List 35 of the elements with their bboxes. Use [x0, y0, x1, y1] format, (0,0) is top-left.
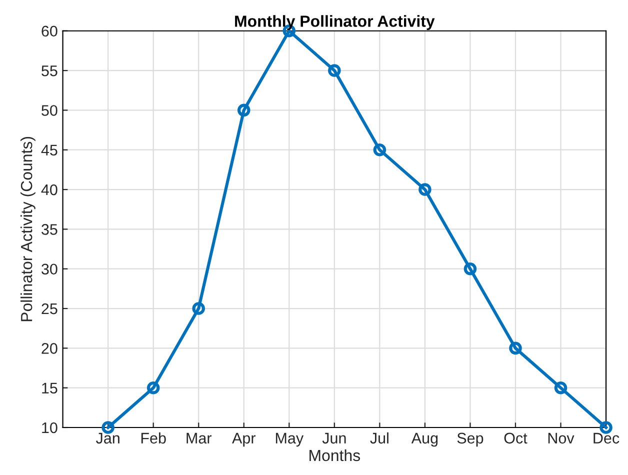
x-tick-label: Aug [411, 432, 438, 447]
y-tick-label: 40 [41, 184, 58, 196]
point [192, 302, 205, 315]
chart-title: Monthly Pollinator Activity [235, 15, 435, 30]
x-tick-label: Jun [322, 432, 346, 444]
point [237, 104, 250, 117]
x-tick-label: Jul [370, 432, 388, 444]
y-tick-label: 35 [42, 224, 58, 235]
point [464, 262, 477, 276]
x-tick-label: Oct [504, 432, 528, 444]
x-tick-label: Apr [232, 432, 256, 447]
x-tick-label: Feb [141, 432, 166, 444]
x-tick-label: Sep [457, 432, 484, 447]
x-tick-label: Mar [186, 432, 212, 444]
point [146, 381, 160, 394]
y-tick-label: 15 [42, 382, 58, 394]
x-axis-title: Months [310, 449, 360, 462]
x-tick-label: Dec [594, 432, 620, 444]
y-tick-label: 60 [42, 26, 58, 37]
x-tick-label: Nov [548, 432, 574, 444]
point [509, 342, 522, 355]
y-tick-label: 25 [42, 303, 58, 314]
point [328, 64, 341, 77]
point [373, 143, 386, 156]
y-tick-label: 45 [41, 144, 58, 156]
y-tick-label: 50 [42, 105, 58, 116]
x-tick-label: Jan [96, 432, 120, 444]
y-tick-label: 10 [42, 422, 58, 434]
point [554, 381, 568, 394]
point [418, 183, 432, 196]
y-tick-label: 30 [42, 264, 58, 275]
y-tick-label: 55 [42, 66, 58, 76]
y-tick-label: 20 [42, 343, 58, 354]
y-axis-title: Pollinator Activity (Counts) [20, 136, 36, 322]
x-tick-label: May [276, 432, 304, 447]
